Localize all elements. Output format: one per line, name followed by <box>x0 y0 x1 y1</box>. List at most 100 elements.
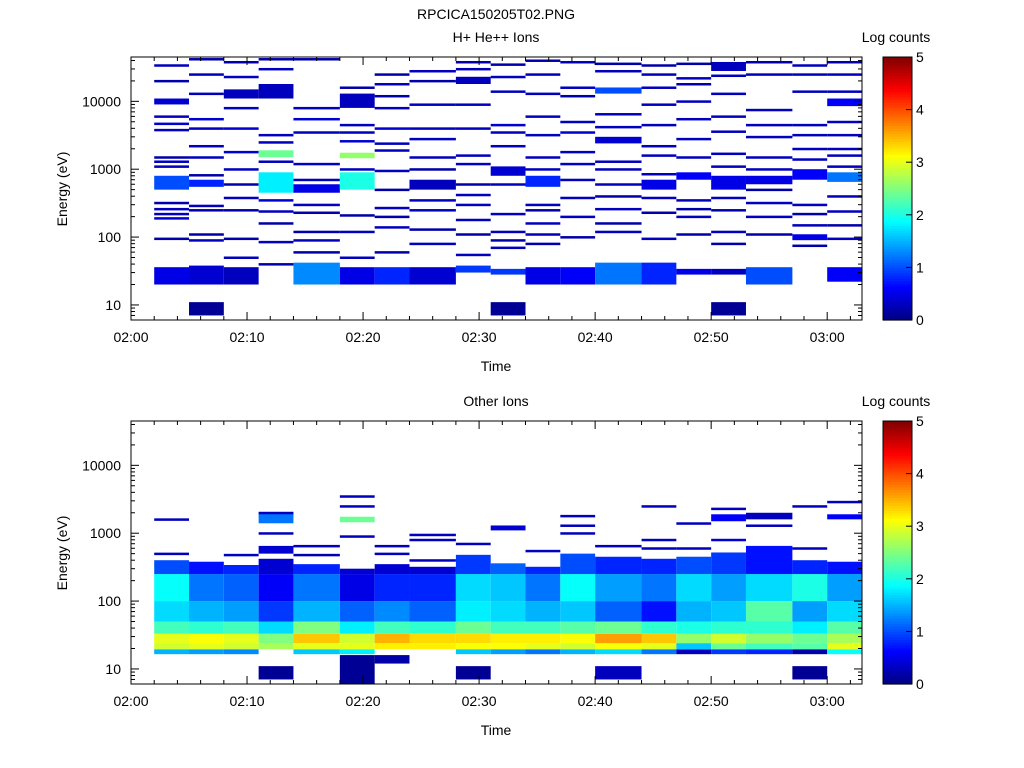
spectrum-column <box>154 518 190 655</box>
heatmap-line <box>525 549 561 553</box>
heatmap-line <box>154 165 190 168</box>
colorbar-tick-label: 1 <box>916 623 924 639</box>
heatmap-line <box>525 233 561 236</box>
heatmap-cell <box>258 633 294 644</box>
y-tick-label: 100 <box>98 229 122 245</box>
heatmap-line <box>490 131 526 134</box>
colorbar-segment <box>883 557 912 561</box>
colorbar-segment <box>883 539 912 543</box>
spectrum-column <box>339 495 375 684</box>
heatmap-cell <box>409 179 456 190</box>
heatmap-cell <box>745 633 793 644</box>
heatmap-cell <box>258 643 294 650</box>
colorbar-segment <box>883 254 912 258</box>
heatmap-line <box>293 239 340 242</box>
colorbar-segment <box>883 267 912 271</box>
heatmap-cell <box>455 649 491 655</box>
colorbar-segment <box>883 256 912 261</box>
heatmap-line <box>339 131 375 134</box>
colorbar-segment <box>883 235 912 240</box>
colorbar-segment <box>883 262 912 266</box>
colorbar-segment <box>883 681 912 685</box>
heatmap-line <box>409 156 456 159</box>
heatmap-cell <box>154 574 190 602</box>
colorbar-segment <box>883 578 912 583</box>
heatmap-line <box>745 524 793 527</box>
heatmap-line <box>792 90 828 93</box>
heatmap-cell <box>745 267 793 285</box>
heatmap-line <box>154 518 190 521</box>
colorbar-segment <box>883 478 912 483</box>
colorbar-segment <box>883 285 912 290</box>
heatmap-line <box>409 199 456 202</box>
heatmap-cell <box>339 267 375 285</box>
heatmap-line <box>792 123 828 127</box>
spectrum-column <box>827 500 862 655</box>
heatmap-line <box>711 196 746 200</box>
colorbar-segment <box>883 534 912 538</box>
heatmap-line <box>745 60 793 64</box>
plot-frame <box>130 56 863 321</box>
colorbar-segment <box>883 156 912 161</box>
heatmap-line <box>792 133 828 137</box>
heatmap-line <box>676 547 712 550</box>
colorbar-segment <box>883 636 912 640</box>
heatmap-cell <box>293 262 340 285</box>
heatmap-line <box>827 90 862 93</box>
colorbar-segment <box>883 436 912 441</box>
heatmap-line <box>490 63 526 66</box>
colorbar-segment <box>883 473 912 477</box>
spectrum-column <box>339 86 375 285</box>
heatmap-cell <box>339 655 375 684</box>
heatmap-line <box>455 193 491 197</box>
colorbar-segment <box>883 62 912 66</box>
heatmap-line <box>374 552 410 556</box>
heatmap-line <box>339 495 375 498</box>
colorbar-segment <box>883 283 912 287</box>
colorbar-segment <box>883 57 912 61</box>
heatmap-line <box>595 125 642 129</box>
heatmap-line <box>745 215 793 219</box>
colorbar-segment <box>883 238 912 242</box>
heatmap-cell <box>595 649 642 655</box>
heatmap-line <box>409 137 456 141</box>
heatmap-cell <box>525 574 561 602</box>
heatmap-cell <box>490 563 526 575</box>
heatmap-line <box>223 553 259 557</box>
y-tick-label: 10000 <box>82 457 121 473</box>
heatmap-line <box>560 236 596 239</box>
heatmap-line <box>711 152 746 156</box>
heatmap-line <box>455 542 491 546</box>
heatmap-cell <box>792 601 828 622</box>
colorbar-segment <box>883 668 912 672</box>
heatmap-line <box>455 103 491 106</box>
heatmap-cell <box>189 601 224 622</box>
spectrum-column <box>560 60 596 285</box>
colorbar-segment <box>883 225 912 229</box>
heatmap-cell <box>154 633 190 644</box>
colorbar-segment <box>883 78 912 82</box>
colorbar-segment <box>883 515 912 519</box>
colorbar-tick-label: 0 <box>916 676 924 692</box>
heatmap-line <box>827 120 862 124</box>
heatmap-line <box>827 224 862 227</box>
heatmap-cell <box>339 633 375 644</box>
colorbar-segment <box>883 114 912 119</box>
heatmap-cell <box>595 87 642 94</box>
colorbar-segment <box>883 243 912 247</box>
heatmap-line <box>455 60 491 64</box>
heatmap-line <box>339 505 375 508</box>
heatmap-line <box>154 201 190 205</box>
heatmap-line <box>490 230 526 234</box>
heatmap-line <box>560 150 596 154</box>
heatmap-line <box>745 188 793 192</box>
colorbar-segment <box>883 652 912 656</box>
colorbar-segment <box>883 581 912 585</box>
colorbar-segment <box>883 227 912 232</box>
colorbar-segment <box>883 449 912 454</box>
heatmap-cell <box>154 267 190 285</box>
heatmap-cell <box>339 574 375 602</box>
heatmap-cell <box>293 649 340 655</box>
panel-1-colorbar-label: Log counts <box>862 29 931 45</box>
heatmap-line <box>258 199 294 202</box>
